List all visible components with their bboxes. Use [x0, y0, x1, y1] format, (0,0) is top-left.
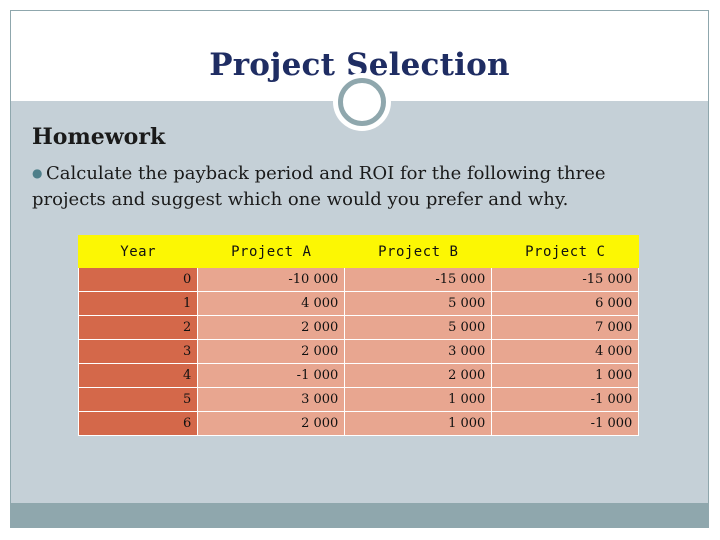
header-project-b: Project B — [344, 235, 493, 268]
table-row: 0 -10 000 -15 000 -15 000 — [77, 267, 640, 292]
year-cell: 3 — [77, 339, 199, 364]
header-project-a: Project A — [197, 235, 346, 268]
divider-circle-icon — [338, 78, 386, 126]
project-c-cell: 6 000 — [491, 291, 640, 316]
project-b-cell: 3 000 — [344, 339, 493, 364]
year-cell: 5 — [77, 387, 199, 412]
table-row: 5 3 000 1 000 -1 000 — [77, 387, 640, 412]
project-a-cell: -10 000 — [197, 267, 346, 292]
project-c-cell: -1 000 — [491, 387, 640, 412]
project-b-cell: -15 000 — [344, 267, 493, 292]
project-b-cell: 5 000 — [344, 291, 493, 316]
project-b-cell: 1 000 — [344, 411, 493, 436]
project-a-cell: 2 000 — [197, 315, 346, 340]
year-cell: 1 — [77, 291, 199, 316]
table-header-row: Year Project A Project B Project C — [77, 235, 640, 268]
project-a-cell: 2 000 — [197, 339, 346, 364]
table-row: 1 4 000 5 000 6 000 — [77, 291, 640, 316]
year-cell: 4 — [77, 363, 199, 388]
project-b-cell: 1 000 — [344, 387, 493, 412]
year-cell: 0 — [77, 267, 199, 292]
project-c-cell: 1 000 — [491, 363, 640, 388]
project-a-cell: -1 000 — [197, 363, 346, 388]
project-c-cell: 7 000 — [491, 315, 640, 340]
footer-bar — [11, 503, 708, 527]
header-year: Year — [77, 235, 199, 268]
project-c-cell: -15 000 — [491, 267, 640, 292]
table-row: 4 -1 000 2 000 1 000 — [77, 363, 640, 388]
bullet-icon: ● — [32, 166, 43, 180]
section-heading: Homework — [32, 124, 166, 150]
project-b-cell: 2 000 — [344, 363, 493, 388]
bullet-text: Calculate the payback period and ROI for… — [32, 163, 606, 210]
table-row: 6 2 000 1 000 -1 000 — [77, 411, 640, 436]
bullet-item: ● Calculate the payback period and ROI fo… — [32, 160, 672, 213]
project-b-cell: 5 000 — [344, 315, 493, 340]
project-a-cell: 2 000 — [197, 411, 346, 436]
year-cell: 2 — [77, 315, 199, 340]
project-a-cell: 3 000 — [197, 387, 346, 412]
year-cell: 6 — [77, 411, 199, 436]
table-row: 2 2 000 5 000 7 000 — [77, 315, 640, 340]
project-a-cell: 4 000 — [197, 291, 346, 316]
slide-frame — [10, 10, 709, 528]
header-project-c: Project C — [491, 235, 640, 268]
table-row: 3 2 000 3 000 4 000 — [77, 339, 640, 364]
project-c-cell: 4 000 — [491, 339, 640, 364]
projects-table: Year Project A Project B Project C 0 -10… — [77, 235, 640, 436]
project-c-cell: -1 000 — [491, 411, 640, 436]
